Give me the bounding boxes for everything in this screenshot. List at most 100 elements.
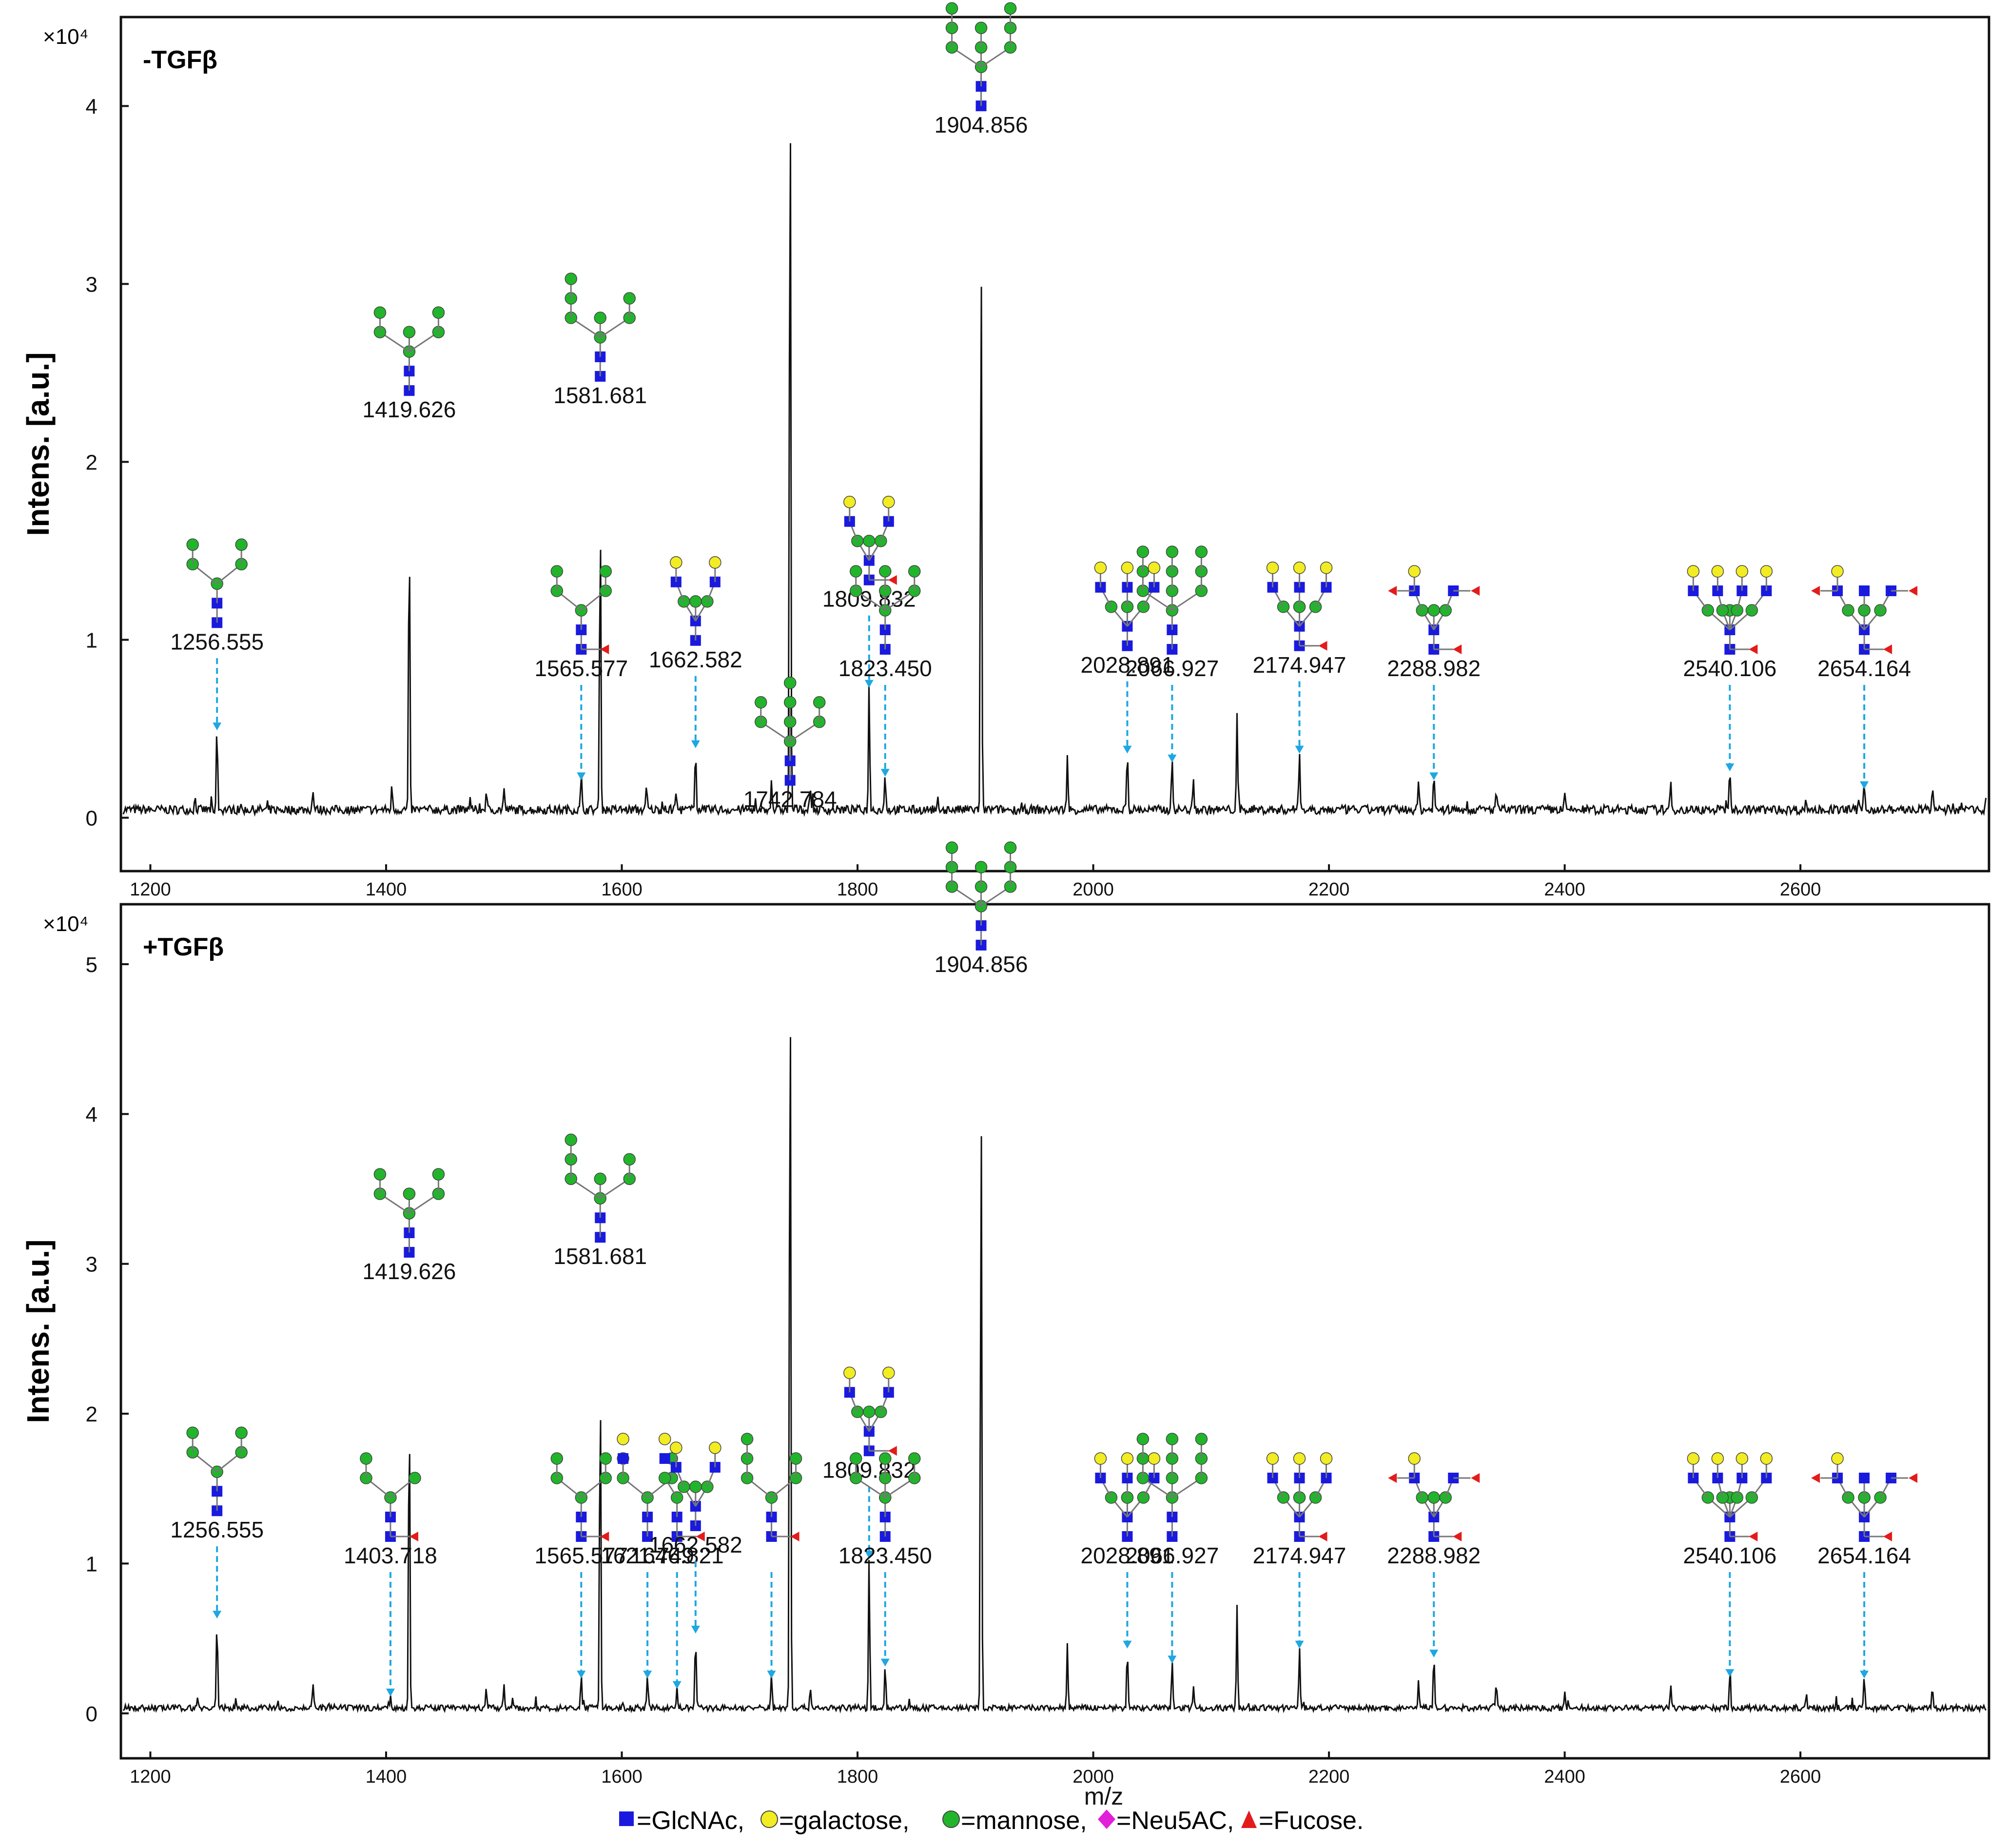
galactose-circle — [1320, 1452, 1333, 1465]
mannose-circle — [1195, 545, 1208, 558]
peak-annotation-1581.681: 1581.681 — [553, 1133, 647, 1269]
plot-frame — [119, 16, 1990, 873]
x-tick-label: 1600 — [601, 1767, 643, 1787]
galactose-circle — [1293, 562, 1306, 574]
peak-arrowhead — [864, 1551, 874, 1559]
mannose-circle — [1427, 1491, 1440, 1504]
galactose-circle — [1408, 1452, 1421, 1465]
legend-neu5ac-diamond — [1098, 1809, 1115, 1829]
mannose-circle — [689, 595, 702, 608]
peak-annotation-1565.577: 1565.577 — [534, 565, 628, 780]
peak-annotation-2540.106: 2540.106 — [1683, 1452, 1776, 1677]
fucose-triangle — [1471, 1473, 1480, 1483]
peak-arrowhead — [643, 1671, 652, 1679]
peak-mz-label: 1662.582 — [649, 647, 742, 672]
mannose-circle — [849, 565, 862, 578]
galactose-circle — [1121, 562, 1134, 574]
galactose-circle — [1121, 1452, 1134, 1465]
galactose-circle — [882, 495, 895, 508]
fucose-triangle — [409, 1532, 418, 1541]
peak-mz-label: 2028.891 — [1080, 1543, 1174, 1568]
mannose-circle — [623, 1153, 636, 1166]
peak-annotation-1742.784: 1742.784 — [743, 676, 837, 812]
mannose-circle — [908, 565, 921, 578]
y-tick-label: 4 — [86, 95, 97, 119]
galactose-circle — [1687, 565, 1700, 578]
peak-annotation-2066.927: 2066.927 — [1125, 1433, 1219, 1664]
fucose-triangle — [1318, 641, 1327, 651]
x-axis-label: m/z — [1084, 1783, 1124, 1810]
x-tick-label: 2000 — [1072, 1767, 1114, 1787]
mannose-circle — [783, 696, 797, 709]
mannose-circle — [1004, 2, 1017, 15]
x-tick-label: 2400 — [1544, 879, 1585, 900]
y-tick-label: 1 — [86, 629, 97, 653]
peak-annotation-2066.927: 2066.927 — [1125, 545, 1219, 762]
fucose-triangle — [1453, 1532, 1462, 1541]
peak-annotation-2654.164: 2654.164 — [1811, 565, 1918, 789]
mannose-circle — [1166, 545, 1179, 558]
peak-arrowhead — [691, 740, 700, 748]
mannose-circle — [945, 841, 958, 854]
mannose-circle — [908, 1452, 921, 1465]
peak-mz-label: 1809.832 — [822, 1457, 916, 1482]
x-tick-label: 1800 — [837, 879, 878, 900]
peak-mz-label: 1565.577 — [534, 656, 628, 681]
peak-mz-label: 1621.749 — [601, 1543, 694, 1568]
peak-arrowhead — [577, 772, 586, 780]
mannose-circle — [878, 1452, 892, 1465]
mannose-circle — [813, 696, 826, 709]
peak-annotation-2174.947: 2174.947 — [1253, 562, 1346, 754]
peak-annotation-1621.749: 1621.749 — [601, 1433, 694, 1679]
mannose-circle — [975, 21, 988, 34]
y-tick-label: 4 — [86, 1103, 97, 1127]
peak-annotation-2028.891: 2028.891 — [1080, 1452, 1174, 1649]
peak-mz-label: 2174.947 — [1253, 652, 1346, 678]
y-scale-label: ×10⁴ — [43, 912, 89, 936]
peak-mz-label: 1646.821 — [630, 1543, 724, 1568]
mannose-circle — [403, 1187, 416, 1200]
fucose-triangle — [600, 644, 609, 654]
fucose-triangle — [696, 1532, 705, 1541]
mannose-circle — [623, 292, 636, 305]
mannose-circle — [945, 2, 958, 15]
galactose-circle — [1320, 562, 1333, 574]
legend-label: =mannose, — [961, 1807, 1087, 1835]
mannose-circle — [594, 1172, 606, 1185]
spectrum-trace — [122, 1037, 1987, 1714]
mannose-circle — [1004, 841, 1017, 854]
galactose-circle — [1760, 1452, 1773, 1465]
peak-annotation-1565.577: 1565.577 — [534, 1452, 628, 1679]
galactose-circle — [882, 1366, 895, 1380]
galactose-circle — [1266, 562, 1279, 574]
galactose-circle — [1711, 1452, 1724, 1465]
mannose-circle — [599, 565, 612, 578]
x-tick-label: 2600 — [1780, 879, 1821, 900]
peak-mz-label: 1823.450 — [838, 1543, 932, 1568]
peak-annotation-1904.856: 1904.856 — [935, 841, 1028, 977]
mannose-circle — [1136, 545, 1150, 558]
y-tick-label: 0 — [86, 1702, 97, 1726]
peak-arrowhead — [1295, 745, 1304, 754]
fucose-triangle — [888, 1446, 897, 1456]
mannose-circle — [235, 538, 248, 551]
x-tick-label: 2600 — [1780, 1767, 1821, 1787]
galactose-circle — [670, 1441, 682, 1454]
glcnac-square — [1859, 585, 1870, 596]
y-axis-label: Intens. [a.u.] — [20, 1240, 56, 1423]
peak-annotation-2288.982: 2288.982 — [1387, 1452, 1481, 1658]
mannose-circle — [373, 306, 387, 319]
mannose-circle — [550, 1452, 564, 1465]
spectrum-trace — [122, 143, 1987, 817]
mannose-circle — [186, 1426, 199, 1439]
peak-mz-label: 2654.164 — [1817, 656, 1911, 681]
fucose-triangle — [1883, 644, 1892, 654]
peak-arrowhead — [1123, 745, 1132, 754]
mannose-circle — [403, 326, 416, 338]
galactose-circle — [658, 1433, 671, 1445]
mannose-circle — [783, 676, 797, 689]
fucose-triangle — [1749, 1532, 1758, 1541]
fucose-triangle — [1909, 1473, 1918, 1483]
galactose-circle — [1687, 1452, 1700, 1465]
peak-annotation-1256.555: 1256.555 — [170, 538, 264, 731]
